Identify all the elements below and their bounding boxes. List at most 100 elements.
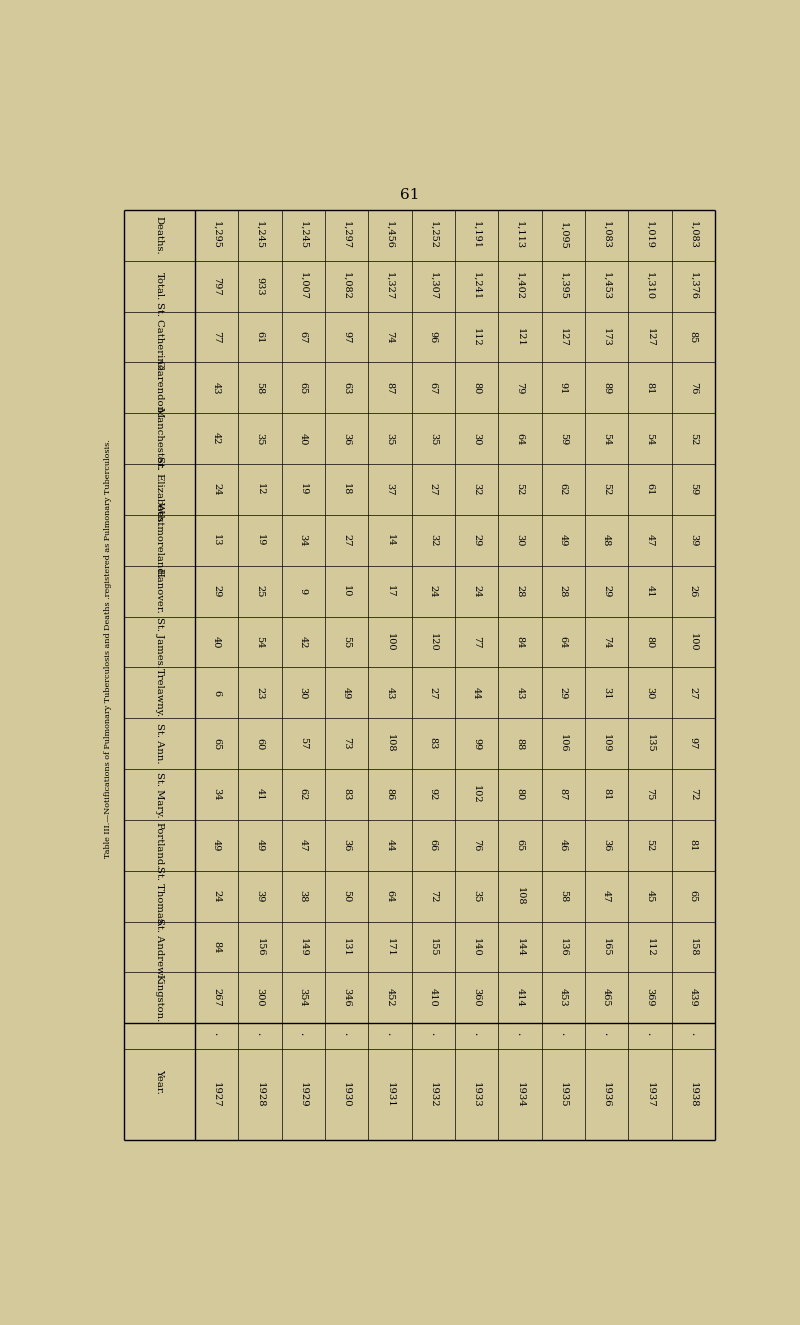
Text: 453: 453 — [559, 988, 568, 1007]
Text: 18: 18 — [342, 484, 351, 496]
Text: St. Catherine.: St. Catherine. — [154, 302, 164, 372]
Text: 49: 49 — [212, 839, 221, 852]
Text: 28: 28 — [515, 584, 525, 598]
Text: 43: 43 — [212, 382, 221, 394]
Text: 80: 80 — [515, 788, 525, 800]
Text: 1,376: 1,376 — [689, 272, 698, 301]
Text: 72: 72 — [429, 890, 438, 902]
Text: 49: 49 — [559, 534, 568, 546]
Text: 32: 32 — [429, 534, 438, 547]
Text: 12: 12 — [255, 484, 264, 496]
Text: ·: · — [562, 1031, 565, 1041]
Text: 41: 41 — [255, 788, 264, 800]
Text: 83: 83 — [342, 788, 351, 800]
Text: 1,252: 1,252 — [429, 221, 438, 249]
Text: 80: 80 — [646, 636, 654, 648]
Text: Westmoreland.: Westmoreland. — [154, 502, 164, 578]
Text: 59: 59 — [689, 484, 698, 496]
Text: Portland.: Portland. — [154, 822, 164, 868]
Text: 1,453: 1,453 — [602, 272, 611, 301]
Text: 13: 13 — [212, 534, 221, 547]
Text: 83: 83 — [429, 738, 438, 750]
Text: Kingston.: Kingston. — [154, 974, 164, 1022]
Text: 120: 120 — [429, 632, 438, 652]
Text: 87: 87 — [386, 382, 394, 394]
Text: 156: 156 — [255, 938, 264, 957]
Text: 1,297: 1,297 — [342, 221, 351, 249]
Text: 86: 86 — [386, 788, 394, 800]
Text: Total.: Total. — [154, 272, 164, 301]
Text: 27: 27 — [689, 686, 698, 700]
Text: 63: 63 — [342, 382, 351, 394]
Text: 29: 29 — [559, 686, 568, 700]
Text: 77: 77 — [472, 636, 481, 648]
Text: 88: 88 — [515, 738, 525, 750]
Text: 52: 52 — [602, 484, 611, 496]
Text: 42: 42 — [212, 432, 221, 445]
Text: ·: · — [518, 1031, 522, 1041]
Text: 61: 61 — [255, 331, 264, 343]
Text: 59: 59 — [559, 432, 568, 445]
Text: 36: 36 — [342, 839, 351, 852]
Text: 58: 58 — [559, 890, 568, 902]
Text: 1,402: 1,402 — [515, 272, 525, 301]
Text: 6: 6 — [212, 690, 221, 696]
Text: 84: 84 — [515, 636, 525, 648]
Text: 17: 17 — [386, 584, 394, 598]
Text: 67: 67 — [298, 331, 308, 343]
Text: St. Mary.: St. Mary. — [154, 771, 164, 818]
Text: 76: 76 — [689, 382, 698, 394]
Text: 158: 158 — [689, 938, 698, 957]
Text: 61: 61 — [400, 188, 420, 201]
Text: 1930: 1930 — [342, 1081, 351, 1108]
Text: 108: 108 — [515, 886, 525, 905]
Text: 112: 112 — [472, 327, 481, 346]
Text: 57: 57 — [298, 738, 308, 750]
Text: 1937: 1937 — [646, 1081, 654, 1108]
Text: 84: 84 — [212, 941, 221, 953]
Text: Table III.—Notifications of Pulmonary Tuberculosis and Deaths .registered as Pul: Table III.—Notifications of Pulmonary Tu… — [104, 440, 112, 859]
Text: 1,095: 1,095 — [559, 221, 568, 249]
Text: Manchester.: Manchester. — [154, 407, 164, 470]
Text: 369: 369 — [646, 988, 654, 1007]
Text: 96: 96 — [429, 331, 438, 343]
Text: 49: 49 — [255, 839, 264, 852]
Text: 140: 140 — [472, 938, 481, 957]
Text: 44: 44 — [472, 686, 481, 700]
Text: 99: 99 — [472, 738, 481, 750]
Text: 165: 165 — [602, 938, 611, 957]
Text: 155: 155 — [429, 938, 438, 957]
Text: 19: 19 — [298, 484, 308, 496]
Text: ·: · — [692, 1031, 695, 1041]
Text: 74: 74 — [602, 636, 611, 648]
Text: 149: 149 — [298, 938, 308, 957]
Text: 108: 108 — [386, 734, 394, 753]
Text: 1,327: 1,327 — [386, 272, 394, 301]
Text: 24: 24 — [212, 484, 221, 496]
Text: 72: 72 — [689, 788, 698, 800]
Text: 65: 65 — [298, 382, 308, 394]
Text: 1929: 1929 — [298, 1081, 308, 1108]
Text: 50: 50 — [342, 890, 351, 902]
Text: 1935: 1935 — [559, 1081, 568, 1108]
Text: 414: 414 — [515, 988, 525, 1007]
Text: 54: 54 — [646, 432, 654, 445]
Text: 42: 42 — [298, 636, 308, 648]
Text: 29: 29 — [602, 584, 611, 598]
Text: 64: 64 — [515, 432, 525, 445]
Text: 9: 9 — [298, 588, 308, 594]
Text: 121: 121 — [515, 327, 525, 346]
Text: ·: · — [388, 1031, 392, 1041]
Text: 1,241: 1,241 — [472, 272, 481, 301]
Text: 62: 62 — [559, 484, 568, 496]
Text: 25: 25 — [255, 584, 264, 598]
Text: 1,310: 1,310 — [646, 272, 654, 301]
Text: 52: 52 — [689, 432, 698, 445]
Text: 35: 35 — [386, 432, 394, 445]
Text: 24: 24 — [212, 890, 221, 902]
Text: 27: 27 — [429, 686, 438, 700]
Text: St. James.: St. James. — [154, 616, 164, 668]
Text: 77: 77 — [212, 331, 221, 343]
Text: 92: 92 — [429, 788, 438, 800]
Text: 102: 102 — [472, 786, 481, 804]
